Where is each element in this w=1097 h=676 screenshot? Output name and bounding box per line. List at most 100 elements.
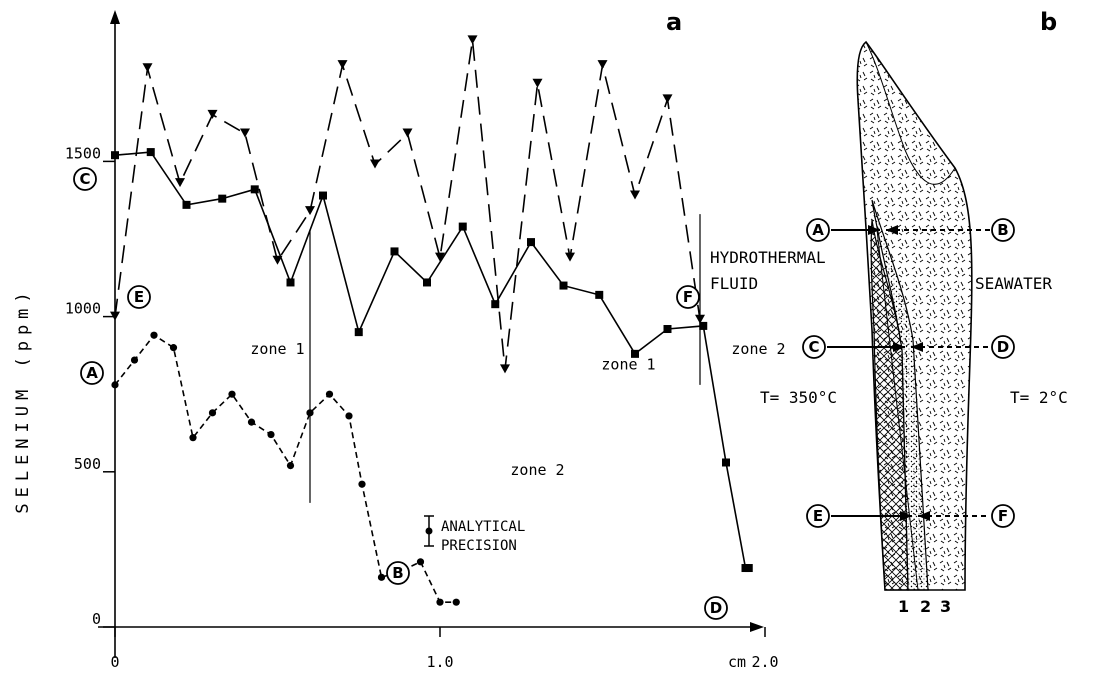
svg-text:B: B [997, 221, 1008, 239]
y-axis-label: SELENIUM (ppm) [13, 286, 33, 513]
zone-annotation: zone 2 [731, 340, 785, 358]
data-point [218, 194, 227, 203]
data-point [423, 278, 431, 287]
data-point [208, 409, 217, 417]
panel-label-a: a [666, 8, 682, 36]
data-point [175, 178, 185, 188]
data-point [247, 418, 256, 426]
data-point [559, 281, 568, 290]
zone-annotation: zone 1 [601, 355, 655, 373]
series-end-labels: A B C D E F [73, 167, 728, 620]
zone-annotations: zone 1 zone 2 zone 1 zone 2 [250, 340, 785, 479]
data-point [306, 409, 314, 417]
series-label-F: F [676, 285, 700, 309]
y-tick-label: 1500 [65, 144, 101, 162]
section-label-D: D [991, 335, 1015, 359]
data-point [597, 60, 608, 70]
series-CD [111, 148, 753, 573]
chart-axes [98, 10, 764, 658]
data-point [286, 461, 295, 470]
label-seawater: SEAWATER [975, 274, 1052, 293]
series-layer [110, 35, 753, 606]
y-axis-arrow [110, 10, 120, 24]
data-point [527, 238, 535, 247]
svg-text:A: A [812, 221, 824, 239]
data-point [169, 344, 178, 352]
layer-label-2: 2 [920, 597, 931, 616]
data-point [286, 278, 295, 287]
y-tick-label: 0 [92, 610, 101, 628]
zone-annotation: zone 2 [510, 461, 564, 479]
svg-text:E: E [813, 507, 823, 525]
data-point [452, 598, 460, 606]
data-point [345, 412, 353, 420]
x-axis-unit-label: cm [728, 653, 746, 671]
data-point [207, 109, 218, 119]
section-label-A: A [806, 218, 830, 242]
svg-text:D: D [710, 599, 722, 617]
chimney-wall-schematic: b HYDROTHERMAL FLUID SEAWATER T= 350°C T… [710, 8, 1068, 616]
section-label-B: B [991, 218, 1015, 242]
label-temp-right: T= 2°C [1010, 388, 1068, 407]
data-point [370, 159, 380, 169]
data-point [111, 151, 119, 160]
series-label-C: C [73, 167, 97, 191]
data-point [150, 331, 158, 339]
x-tick-label: 2.0 [751, 653, 778, 671]
layer-3-upper-tip [865, 41, 956, 185]
data-point [319, 191, 327, 200]
series-AB [111, 331, 460, 606]
section-label-E: E [806, 504, 830, 528]
data-point [722, 458, 730, 467]
svg-text:F: F [998, 507, 1008, 525]
data-point [458, 222, 467, 231]
series-label-D: D [704, 596, 728, 620]
data-point [416, 558, 425, 566]
label-fluid: FLUID [710, 274, 758, 293]
data-point [228, 390, 236, 398]
data-point [662, 94, 673, 104]
panel-label-b: b [1040, 8, 1057, 36]
data-point [189, 434, 197, 442]
data-point [390, 247, 399, 256]
series-label-A: A [80, 361, 104, 385]
data-point [595, 290, 604, 299]
data-point [142, 63, 153, 73]
analytical-precision-legend: ANALYTICAL PRECISION [424, 515, 525, 554]
data-point [267, 430, 275, 439]
data-point [182, 200, 191, 209]
layer-label-1: 1 [898, 597, 909, 616]
data-point [111, 381, 119, 389]
x-ticks: 0 1.0 2.0 [110, 627, 779, 671]
data-point [435, 252, 445, 262]
x-tick-label: 0 [110, 653, 119, 671]
legend-line1: ANALYTICAL [441, 519, 525, 535]
section-label-F: F [991, 504, 1015, 528]
data-point [240, 128, 250, 138]
data-point [663, 325, 672, 334]
series-line-AB [114, 334, 457, 604]
data-point [467, 35, 478, 45]
legend-line2: PRECISION [441, 538, 517, 554]
y-ticks: 0 500 1000 1500 [65, 144, 115, 628]
data-point [377, 573, 386, 581]
legend-marker [425, 527, 433, 535]
data-point [699, 321, 708, 330]
zone-dividers [309, 214, 701, 503]
data-point [500, 364, 510, 374]
data-point [491, 300, 500, 309]
label-hydrothermal: HYDROTHERMAL [710, 248, 826, 267]
zone-annotation: zone 1 [250, 340, 304, 358]
x-tick-label: 1.0 [426, 653, 453, 671]
svg-text:A: A [86, 364, 98, 382]
data-point [337, 60, 348, 70]
svg-text:C: C [808, 338, 819, 356]
data-point [325, 390, 334, 398]
data-point [358, 480, 366, 488]
data-point [110, 311, 120, 321]
data-point [532, 78, 543, 88]
layer-label-3: 3 [940, 597, 951, 616]
